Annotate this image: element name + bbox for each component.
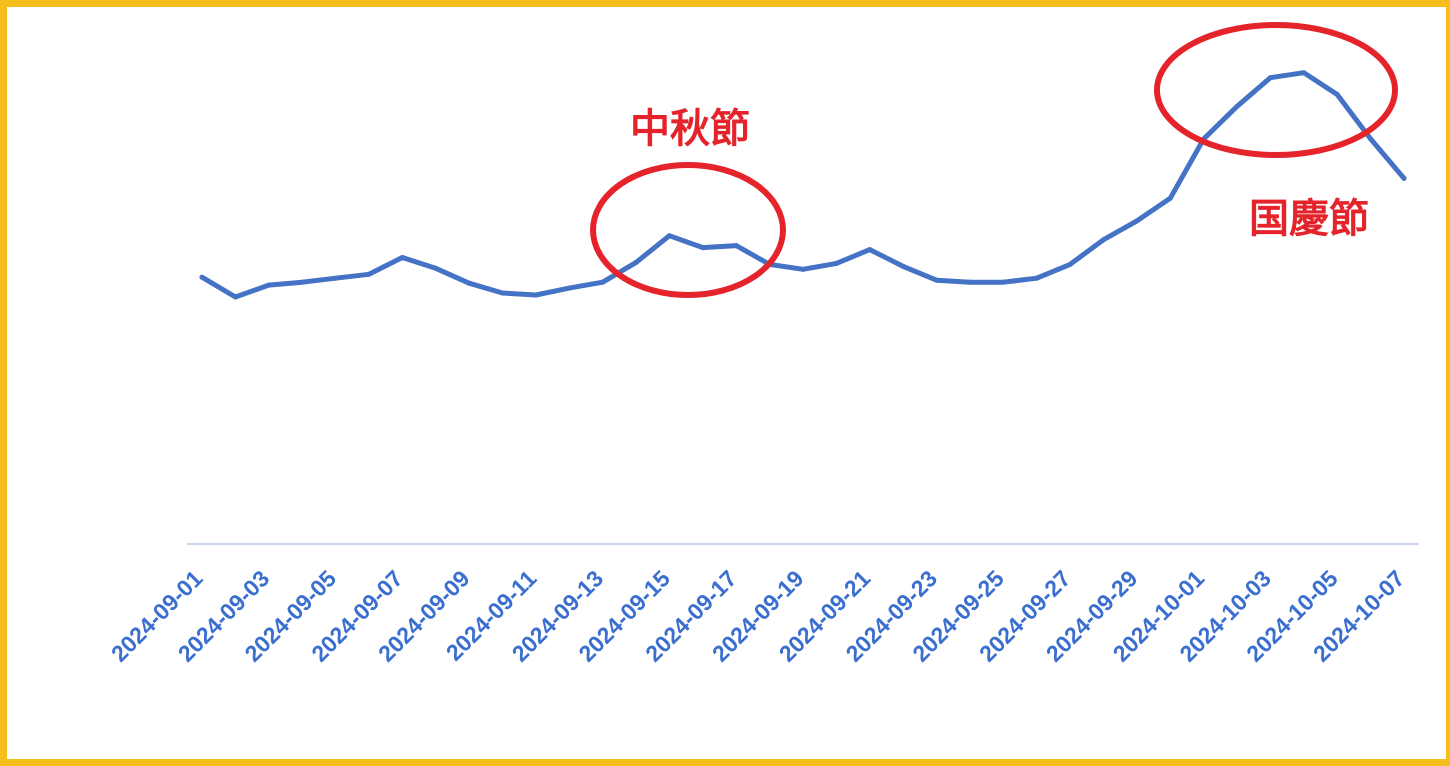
data-point xyxy=(700,245,706,251)
data-point xyxy=(466,280,472,286)
data-point xyxy=(867,247,873,253)
data-point xyxy=(1034,275,1040,281)
data-point xyxy=(232,294,238,300)
data-point xyxy=(366,271,372,277)
data-point xyxy=(566,285,572,291)
series-layer xyxy=(199,70,1407,300)
data-point xyxy=(1334,91,1340,97)
data-point xyxy=(1301,70,1307,76)
data-point xyxy=(833,260,839,266)
data-point xyxy=(1067,261,1073,267)
data-point xyxy=(333,275,339,281)
series-line xyxy=(199,70,1407,300)
data-point xyxy=(299,279,305,285)
data-point xyxy=(266,282,272,288)
data-point xyxy=(733,243,739,249)
data-point xyxy=(1401,175,1407,181)
data-point xyxy=(1234,103,1240,109)
data-point xyxy=(967,279,973,285)
data-point xyxy=(600,279,606,285)
data-point xyxy=(1134,218,1140,224)
data-point xyxy=(633,259,639,265)
annotation-label: 中秋節 xyxy=(630,106,750,152)
data-point xyxy=(1167,195,1173,201)
data-point xyxy=(900,263,906,269)
data-point xyxy=(1368,136,1374,142)
data-point xyxy=(199,274,205,280)
annotation-ellipse xyxy=(1154,22,1398,158)
data-point xyxy=(1000,279,1006,285)
x-tick-labels: 2024-09-012024-09-032024-09-052024-09-07… xyxy=(106,565,1410,667)
data-point xyxy=(1267,75,1273,81)
data-point xyxy=(1101,237,1106,243)
annotation-label: 国慶節 xyxy=(1249,196,1369,242)
data-point xyxy=(666,233,672,239)
data-point xyxy=(800,266,806,272)
data-point xyxy=(433,265,439,271)
data-point xyxy=(934,277,940,283)
data-point xyxy=(533,292,539,298)
annotation-ellipse xyxy=(590,162,786,298)
data-point xyxy=(399,254,405,260)
data-point xyxy=(500,290,505,296)
